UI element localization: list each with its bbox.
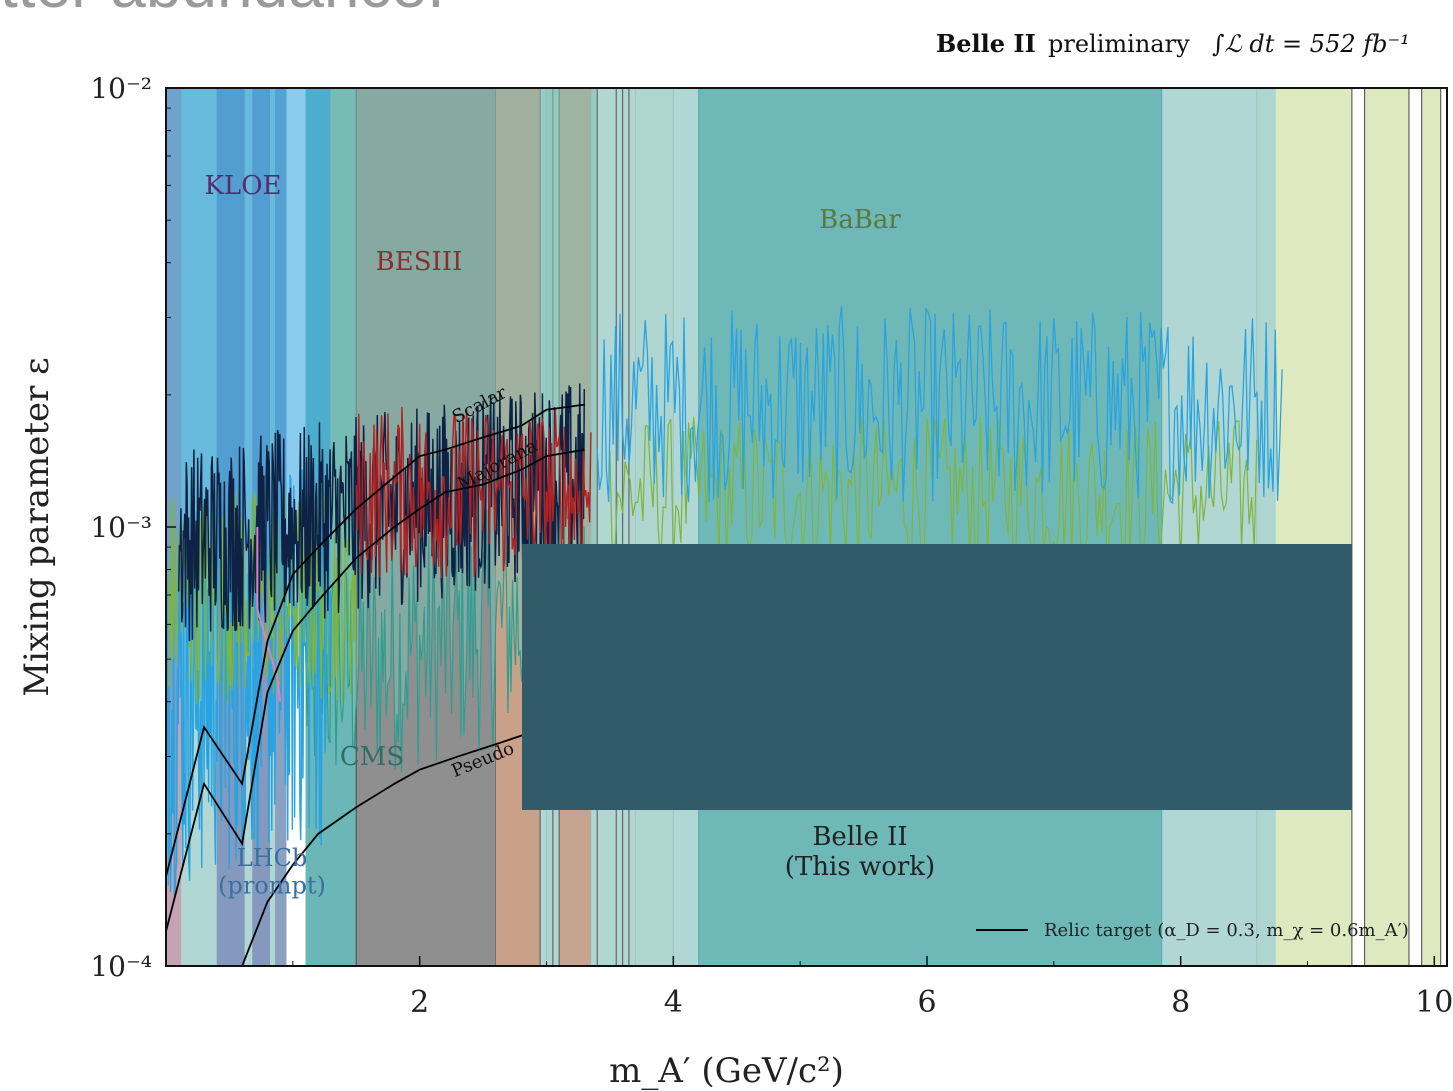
x-tick-label: 6	[917, 985, 936, 1020]
header-experiment: Belle II	[936, 29, 1036, 58]
header-luminosity: ∫ℒ dt = 552 fb⁻¹	[1212, 30, 1410, 58]
y-tick-label: 10⁻⁴	[90, 950, 152, 983]
x-tick-label: 10	[1415, 985, 1453, 1020]
label-kloe: KLOE	[205, 171, 282, 201]
belle-green-band-4	[1421, 88, 1442, 966]
relic-curve-pseudo-dirac	[241, 715, 585, 966]
belle-green-band-3	[1363, 88, 1410, 966]
babar-limit-line	[596, 306, 1283, 505]
plot-area	[166, 88, 1442, 966]
label-lhcb: (prompt)	[218, 872, 326, 900]
y-axis-label: Mixing parameter ε	[17, 357, 57, 697]
babar-region-core	[698, 88, 1163, 966]
relic-curve-scalar	[166, 403, 585, 877]
lhcb-limit-line	[166, 469, 332, 896]
header-status: preliminary	[1048, 30, 1190, 58]
legend: Relic target (α_D = 0.3, m_χ = 0.6m_A′)	[976, 920, 1409, 941]
label-belle2: (This work)	[785, 852, 935, 882]
y-tick-label: 10⁻³	[90, 511, 152, 544]
x-tick-label: 2	[410, 985, 429, 1020]
label-babar: BaBar	[819, 205, 901, 235]
chart-header: Belle II preliminary ∫ℒ dt = 552 fb⁻¹	[936, 29, 1410, 58]
x-tick-label: 4	[664, 985, 683, 1020]
label-lhcb: LHCb	[237, 844, 308, 872]
x-axis-label: m_A′ (GeV/c²)	[609, 1051, 844, 1091]
slide-heading-fragment: tter abundance.	[0, 0, 445, 22]
relic-curve-majorana	[166, 448, 585, 932]
label-belle2: Belle II	[812, 822, 907, 852]
y-tick-label: 10⁻²	[90, 72, 152, 105]
legend-relic-label: Relic target (α_D = 0.3, m_χ = 0.6m_A′)	[1044, 920, 1409, 941]
axes: 2 4 6 8 10 10⁻⁴ 10⁻³ 10⁻² m_A′ (GeV/c²) Mixing pa…	[17, 72, 1453, 1091]
label-cms: CMS	[340, 742, 404, 772]
redaction-overlay	[522, 544, 1352, 810]
label-besiii: BESIII	[376, 247, 463, 277]
x-tick-label: 8	[1171, 985, 1190, 1020]
